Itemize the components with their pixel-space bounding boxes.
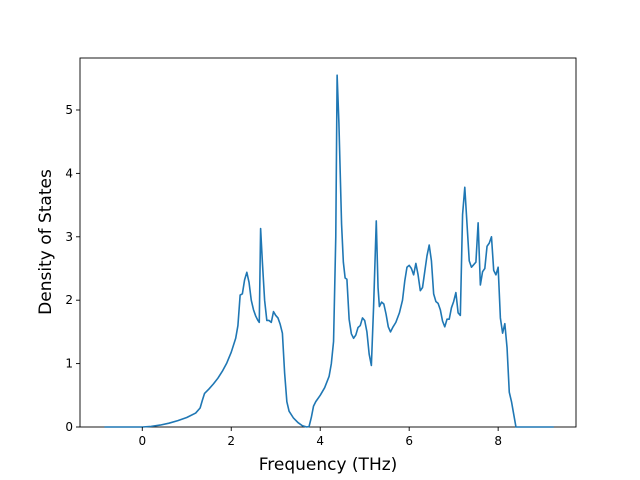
y-axis: 0 1 2 3 4 5: [65, 103, 80, 434]
y-tick-label: 0: [65, 420, 73, 434]
dos-series-line: [104, 74, 554, 428]
y-tick-label: 1: [65, 357, 73, 371]
plot-frame: [79, 57, 577, 428]
x-axis-label: Frequency (THz): [259, 455, 398, 475]
x-tick-label: 6: [405, 434, 413, 448]
y-axis-label: Density of States: [36, 169, 56, 315]
plot-area: [79, 57, 577, 428]
x-tick-label: 8: [494, 434, 502, 448]
x-tick-label: 4: [316, 434, 324, 448]
y-tick-label: 3: [65, 230, 73, 244]
y-tick-label: 5: [65, 103, 73, 117]
x-tick-label: 0: [138, 434, 146, 448]
x-tick-label: 2: [227, 434, 235, 448]
x-axis: 0 2 4 6 8: [138, 427, 502, 448]
y-tick-label: 4: [65, 166, 73, 180]
y-tick-label: 2: [65, 293, 73, 307]
